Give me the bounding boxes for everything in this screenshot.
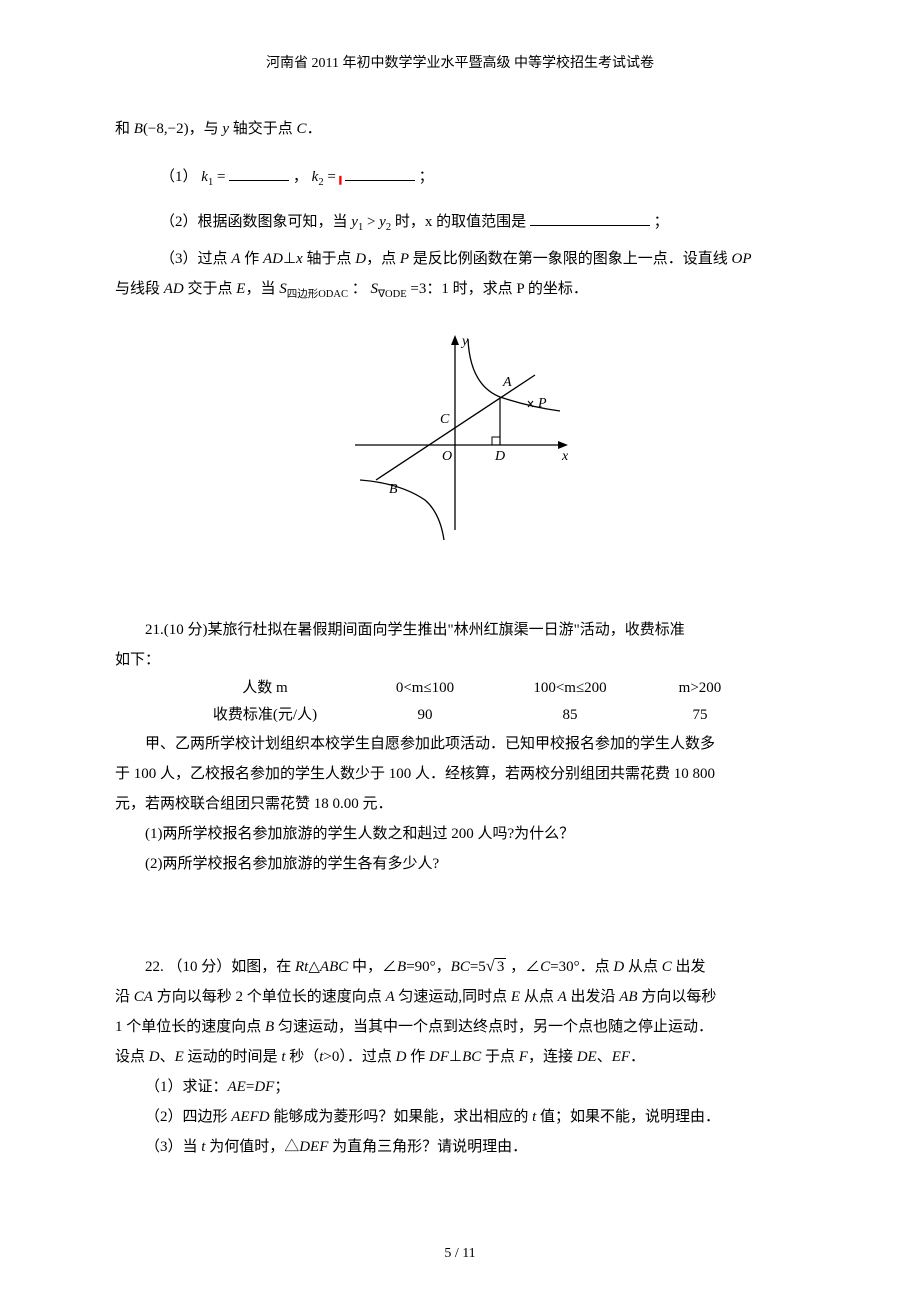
graph-svg: y x O A P C D B [340, 325, 580, 550]
cursor-mark: ╻ [336, 169, 345, 185]
td-3: 75 [645, 702, 755, 729]
q22-p2: （2）四边形 AEFD 能够成为菱形吗？如果能，求出相应的 t 值；如果不能，说… [115, 1102, 805, 1132]
page-number: 5 / 11 [0, 1246, 920, 1262]
label-x: x [561, 449, 569, 464]
q21-table-header: 人数 m 0<m≤100 100<m≤200 m>200 [175, 675, 805, 702]
q22-block: 22. （10 分）如图，在 Rt△ABC 中，∠B=90°，BC=5√3 ，∠… [115, 949, 805, 1162]
blank-k2 [345, 166, 415, 181]
q21-l3: 元，若两校联合组团只需花赞 18 0.00 元． [115, 789, 805, 819]
blank-k1 [229, 166, 289, 181]
label-D: D [494, 449, 505, 464]
q20-block: 和 B(−8,−2)，与 y 轴交于点 C． （1） k1 = ， k2 =╻ … [115, 114, 805, 555]
td-0: 收费标准(元/人) [175, 702, 355, 729]
q22-l3: 1 个单位长的速度向点 B 匀速运动，当其中一个点到达终点时，另一个点也随之停止… [115, 1012, 805, 1042]
q21-q1: (1)两所学校报名参加旅游的学生人数之和赳过 200 人吗?为什么？ [115, 819, 805, 849]
q21-table-row: 收费标准(元/人) 90 85 75 [175, 702, 805, 729]
right-angle-mark [492, 437, 500, 445]
th-3: m>200 [645, 675, 755, 702]
q22-l1: 22. （10 分）如图，在 Rt△ABC 中，∠B=90°，BC=5√3 ，∠… [115, 949, 805, 982]
th-2: 100<m≤200 [495, 675, 645, 702]
q22-l2: 沿 CA 方向以每秒 2 个单位长的速度向点 A 匀速运动,同时点 E 从点 A… [115, 982, 805, 1012]
page-header: 河南省 2011 年初中数学学业水平暨高级 中等学校招生考试试卷 [115, 52, 805, 72]
label-O: O [442, 449, 452, 464]
q21-block: 21.(10 分)某旅行杜拟在暑假期间面向学生推出"林州红旗渠一日游"活动，收费… [115, 615, 805, 879]
q20-part3-l1: （3）过点 A 作 AD⊥x 轴于点 D，点 P 是反比例函数在第一象限的图象上… [115, 244, 805, 274]
q21-l2: 于 100 人，乙校报名参加的学生人数少于 100 人．经核算，若两校分别组团共… [115, 759, 805, 789]
th-1: 0<m≤100 [355, 675, 495, 702]
q20-line-B: 和 B(−8,−2)，与 y 轴交于点 C． [115, 114, 805, 144]
label-A: A [502, 375, 512, 390]
label-C: C [440, 412, 450, 427]
q20-part1: （1） k1 = ， k2 =╻ ； [115, 162, 805, 193]
td-2: 85 [495, 702, 645, 729]
q21-intro: 21.(10 分)某旅行杜拟在暑假期间面向学生推出"林州红旗渠一日游"活动，收费… [115, 615, 805, 645]
q22-p3: （3）当 t 为何值时，△DEF 为直角三角形？请说明理由． [115, 1132, 805, 1162]
q21-intro2: 如下： [115, 645, 805, 675]
label-P: P [537, 396, 547, 411]
q21-l1: 甲、乙两所学校计划组织本校学生自愿参加此项活动．已知甲校报名参加的学生人数多 [115, 729, 805, 759]
hyperbola-q3 [360, 480, 444, 540]
q20-graph: y x O A P C D B [115, 325, 805, 555]
q22-l4: 设点 D、E 运动的时间是 t 秒（t>0）．过点 D 作 DF⊥BC 于点 F… [115, 1042, 805, 1072]
q20-part2: （2）根据函数图象可知，当 y1 > y2 时，x 的取值范围是 ； [115, 207, 805, 238]
label-y: y [460, 334, 469, 349]
q22-p1: （1）求证：AE=DF； [115, 1072, 805, 1102]
var-k1: k [201, 169, 208, 185]
y-arrow [451, 335, 459, 345]
q20-part3-l2: 与线段 AD 交于点 E，当 S四边形ODAC ： S∇ODE =3：1 时，求… [115, 274, 805, 305]
blank-range [530, 211, 650, 226]
th-0: 人数 m [175, 675, 355, 702]
label-B: B [389, 482, 398, 497]
label: （1） [160, 169, 198, 185]
x-arrow [558, 441, 568, 449]
text: 和 [115, 121, 134, 137]
td-1: 90 [355, 702, 495, 729]
q21-q2: (2)两所学校报名参加旅游的学生各有多少人? [115, 849, 805, 879]
